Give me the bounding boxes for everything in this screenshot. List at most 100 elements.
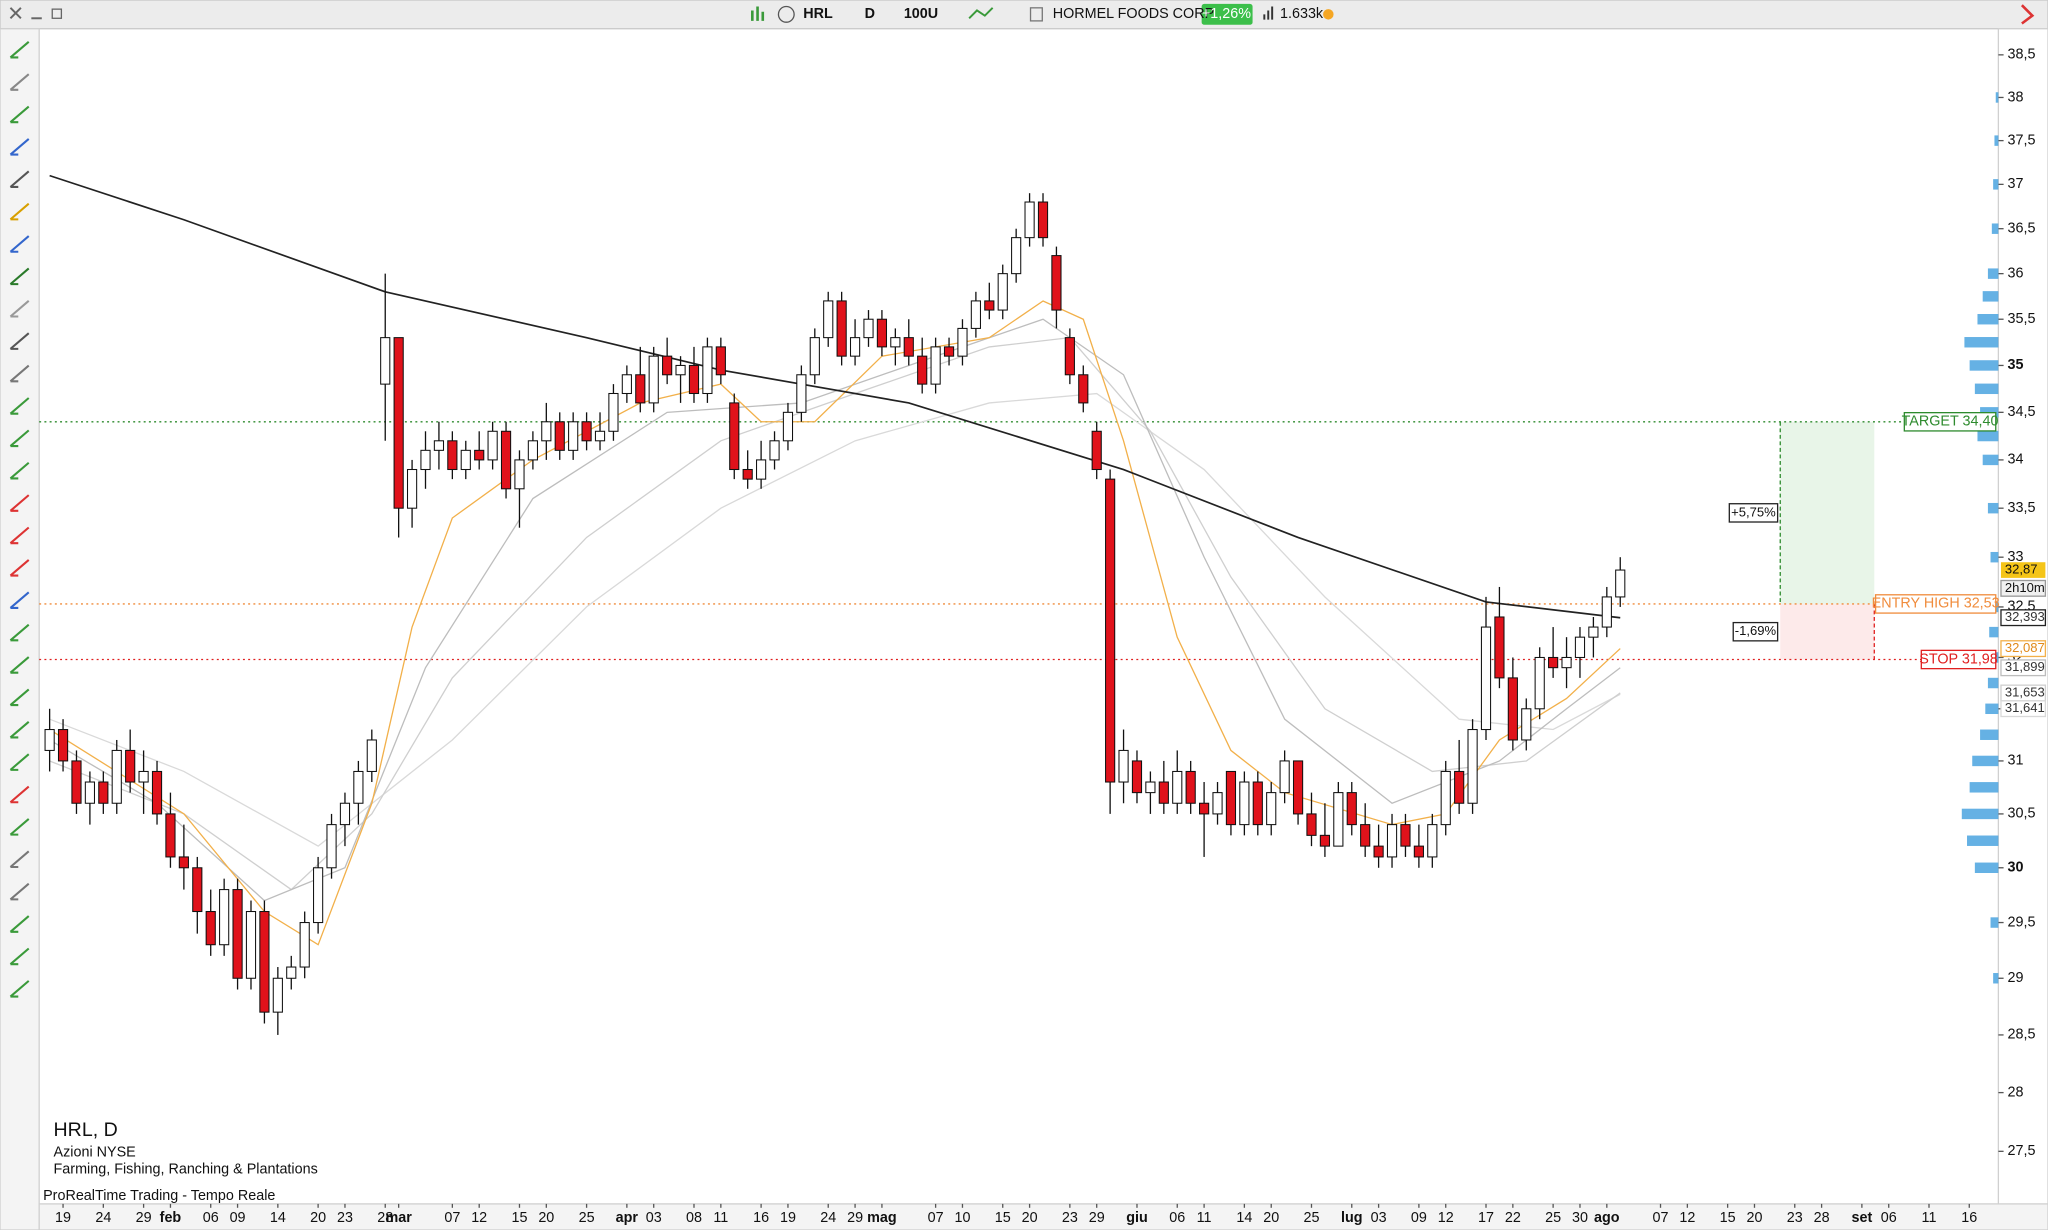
- tool-icon[interactable]: [9, 105, 30, 124]
- candle-body: [326, 824, 337, 869]
- y-tick-label: 29,5: [2008, 914, 2036, 930]
- x-tick-label: 25: [1303, 1210, 1319, 1226]
- tool-icon[interactable]: [9, 915, 30, 933]
- candle-body: [796, 374, 807, 413]
- volume-profile-bar: [1993, 973, 1999, 984]
- candle-body: [1279, 760, 1290, 794]
- countdown-box: [2000, 579, 2047, 597]
- tool-icon[interactable]: [9, 429, 30, 448]
- units[interactable]: 100U: [904, 6, 938, 22]
- tool-icon[interactable]: [9, 785, 30, 804]
- x-tick-label: 06: [203, 1210, 219, 1226]
- volume-profile-bar: [1995, 92, 1999, 103]
- candle-body: [1185, 770, 1196, 804]
- tool-icon[interactable]: [9, 202, 30, 221]
- candle-body: [487, 430, 498, 461]
- tool-icon[interactable]: [9, 591, 30, 609]
- gain-label-box: [1728, 503, 1779, 523]
- x-tick-label: 25: [1545, 1210, 1561, 1226]
- candle-body: [1158, 781, 1169, 804]
- tool-icon[interactable]: [9, 623, 30, 642]
- tool-icon[interactable]: [9, 138, 30, 156]
- x-tick-label: 15: [1720, 1210, 1736, 1226]
- price-tag: 31,641: [2005, 700, 2045, 715]
- tool-icon[interactable]: [9, 267, 30, 286]
- y-tick-label: 35,5: [2008, 311, 2036, 327]
- candle-body: [823, 300, 834, 339]
- candle-body: [769, 440, 780, 461]
- tool-icon[interactable]: [9, 170, 30, 189]
- y-tick-label: 37: [2008, 176, 2024, 192]
- tool-icon[interactable]: [9, 559, 30, 577]
- tool-icon[interactable]: [9, 818, 30, 836]
- timeframe[interactable]: D: [865, 6, 875, 22]
- tool-icon[interactable]: [9, 947, 30, 966]
- x-tick-label: 11: [713, 1210, 728, 1226]
- info-sector: Farming, Fishing, Ranching & Plantations: [54, 1162, 318, 1178]
- window-controls[interactable]: [9, 7, 63, 20]
- volume-profile-bar: [1982, 454, 1999, 466]
- candle-body: [756, 459, 767, 480]
- tool-icon[interactable]: [9, 300, 30, 318]
- tool-icon[interactable]: [9, 461, 30, 480]
- x-tick-label: 22: [1505, 1210, 1521, 1226]
- candle-body: [729, 402, 740, 471]
- candle-body: [568, 421, 579, 451]
- candle-body: [1252, 781, 1263, 826]
- volume-profile-bar: [1972, 755, 1999, 767]
- tool-icon[interactable]: [9, 721, 30, 739]
- alert-icon[interactable]: [2020, 4, 2035, 25]
- candle-body: [111, 749, 122, 804]
- candle-body: [688, 364, 700, 395]
- tool-icon[interactable]: [9, 40, 30, 59]
- y-tick-label: 29: [2008, 970, 2024, 986]
- candle-body: [997, 273, 1008, 311]
- info-icon[interactable]: [1029, 7, 1043, 22]
- symbol[interactable]: HRL: [803, 6, 833, 22]
- volume-profile-bar: [1990, 551, 1999, 563]
- candle-body: [527, 440, 538, 461]
- tool-icon[interactable]: [9, 980, 30, 998]
- tool-icon[interactable]: [9, 882, 30, 901]
- tool-icon[interactable]: [9, 235, 30, 253]
- tool-icon[interactable]: [9, 494, 30, 512]
- price-tag: 32,87: [2005, 562, 2038, 577]
- indicator-icon[interactable]: [777, 5, 795, 23]
- candle-body: [541, 421, 552, 442]
- toolbar-icons[interactable]: [751, 3, 2035, 25]
- candle-body: [675, 364, 686, 376]
- change-badge: [1201, 3, 1253, 25]
- candle-body: [1574, 636, 1586, 658]
- candle-body: [1346, 792, 1357, 826]
- tool-icon[interactable]: [9, 850, 30, 869]
- price-tag-box: [2000, 640, 2047, 658]
- tool-icon[interactable]: [9, 73, 30, 91]
- restore-button[interactable]: [51, 8, 63, 19]
- tool-icon[interactable]: [9, 332, 30, 350]
- chart-type-icon[interactable]: [751, 6, 765, 21]
- x-tick-label: 09: [1411, 1210, 1427, 1226]
- tool-icon[interactable]: [9, 656, 30, 674]
- candle-body: [232, 889, 243, 979]
- candle-body: [192, 867, 203, 913]
- candle-body: [782, 411, 794, 442]
- candle-body: [742, 468, 753, 480]
- tool-icon[interactable]: [9, 364, 30, 383]
- tool-icon[interactable]: [9, 688, 30, 707]
- level-label: STOP 31,98: [1919, 651, 1998, 667]
- candle-body: [849, 337, 861, 357]
- x-tick-label: 19: [55, 1210, 71, 1226]
- volume-profile-bar: [1964, 337, 1999, 348]
- level-label-box: [1874, 594, 1997, 614]
- candle-body: [151, 770, 163, 815]
- close-button[interactable]: [9, 7, 22, 19]
- y-tick-label: 35: [2008, 357, 2024, 373]
- candle-body: [366, 739, 377, 772]
- candle-body: [245, 910, 257, 979]
- tool-icon[interactable]: [9, 753, 30, 771]
- tool-icon[interactable]: [9, 397, 30, 415]
- volume-profile-bar: [1993, 179, 1999, 190]
- tool-icon[interactable]: [9, 526, 30, 545]
- draw-icon[interactable]: [968, 7, 994, 19]
- candle-body: [1319, 834, 1331, 847]
